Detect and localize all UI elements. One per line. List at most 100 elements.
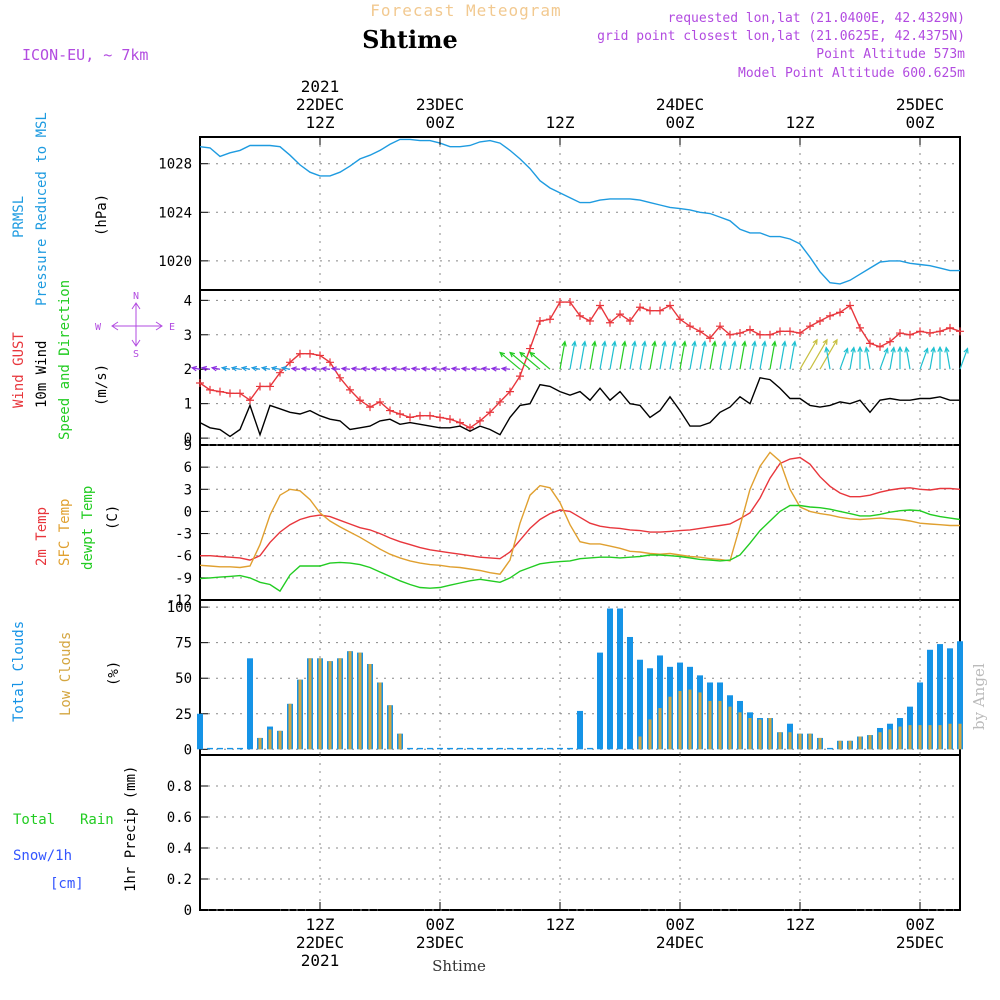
wind-speed-dir-label: Speed and Direction — [57, 280, 73, 440]
gust-point-marker — [226, 389, 234, 398]
y-tick-label: -3 — [175, 527, 192, 543]
y-tick-label: 1020 — [158, 254, 192, 270]
series-line-10m-wind — [199, 377, 960, 438]
gust-point-marker — [626, 317, 634, 325]
wind-arrow-head — [190, 365, 198, 372]
low-cloud-bar — [668, 696, 672, 750]
wind-arrow — [929, 347, 935, 370]
gust-point-marker — [666, 301, 674, 310]
total-cloud-bar — [477, 747, 483, 750]
y-tick-label: 0 — [184, 431, 192, 447]
gust-point-marker — [526, 344, 534, 353]
low-cloud-bar — [838, 740, 842, 750]
panel-frame-0 — [199, 136, 961, 291]
gust-label: Wind GUST — [11, 332, 27, 408]
wind-arrow-head — [340, 366, 347, 372]
total-cloud-bar — [237, 747, 243, 750]
gust-point-marker — [536, 317, 544, 325]
panel-frame-4 — [199, 754, 961, 911]
bottom-axis-hour: 00Z — [426, 915, 455, 934]
y-tick-label: 25 — [175, 707, 192, 723]
gust-point-marker — [546, 315, 554, 324]
wind-arrow-head — [761, 340, 767, 347]
wind-arrow-head — [410, 366, 417, 372]
gust-point-marker — [366, 403, 374, 412]
wind-arrow-head — [897, 345, 903, 352]
bottom-axis-hour: 12Z — [306, 915, 335, 934]
gust-point-marker — [496, 397, 504, 406]
top-axis-hour: 00Z — [906, 113, 935, 132]
wind-arrow — [819, 339, 838, 370]
wind-arrow — [739, 341, 746, 370]
bottom-axis-hour: 12Z — [786, 915, 815, 934]
wind-arrow-head — [701, 340, 707, 347]
low-cloud-bar — [378, 682, 382, 750]
point-altitude: Point Altitude 573m — [816, 47, 965, 62]
credit-watermark: by Angel — [970, 663, 988, 730]
top-axis-hour: 12Z — [786, 113, 815, 132]
gust-point-marker — [636, 303, 644, 312]
precip-total-label: Total — [13, 812, 55, 828]
clouds-unit: (%) — [106, 661, 122, 686]
gust-point-marker — [206, 385, 214, 394]
total-cloud-bar — [547, 747, 553, 750]
gust-point-marker — [706, 334, 714, 343]
gust-point-marker — [736, 329, 744, 338]
wind-arrow-head — [883, 347, 889, 354]
wind-arrow-head — [500, 366, 507, 372]
wind-unit: (m/s) — [94, 364, 110, 406]
low-cloud-bar — [398, 733, 402, 750]
gust-point-marker — [876, 342, 884, 351]
y-tick-label: 0 — [184, 504, 192, 520]
wind-arrow — [609, 341, 616, 370]
wind-arrow — [879, 348, 889, 370]
total-cloud-bar — [497, 747, 503, 750]
gust-point-marker — [286, 358, 294, 367]
total-cloud-bar — [597, 652, 603, 750]
wind-arrow — [799, 339, 818, 370]
gust-point-marker — [606, 318, 614, 327]
wind-arrow-head — [661, 340, 667, 347]
wind-arrow-head — [963, 347, 969, 354]
total-cloud-bar — [227, 747, 233, 750]
low-cloud-bar — [298, 679, 302, 750]
precip-rain-label: Rain — [80, 812, 114, 828]
y-tick-label: -9 — [175, 571, 192, 587]
wind-arrow-head — [290, 366, 297, 372]
y-tick-label: 1 — [184, 397, 192, 413]
precip-snow-label: Snow/1h — [13, 848, 72, 864]
wind-arrow-head — [350, 366, 357, 372]
low-clouds-label: Low Clouds — [58, 632, 74, 716]
wind-arrow-head — [591, 340, 597, 347]
wind-arrow-head — [721, 340, 727, 347]
gust-point-marker — [816, 317, 824, 325]
wind-arrow-head — [220, 365, 228, 372]
wind-arrow-head — [843, 347, 849, 354]
gust-point-marker — [916, 327, 924, 336]
bottom-axis-date: 24DEC — [656, 933, 704, 952]
model-altitude: Model Point Altitude 600.625m — [738, 66, 965, 81]
wind-arrow — [749, 341, 756, 370]
gust-point-marker — [926, 329, 934, 338]
total-cloud-bar — [957, 641, 963, 750]
gust-point-marker — [486, 408, 494, 417]
low-cloud-bar — [798, 733, 802, 750]
low-cloud-bar — [938, 725, 942, 750]
gust-point-marker — [566, 298, 574, 307]
gust-point-marker — [246, 396, 254, 405]
series-line-prmsl — [199, 138, 960, 285]
wind-arrow-head — [280, 365, 288, 372]
wind-arrow-head — [781, 340, 787, 347]
wind-arrow-head — [470, 366, 477, 372]
wind-arrow-head — [260, 365, 268, 372]
wind-arrow — [779, 341, 786, 370]
gust-point-marker — [716, 322, 724, 331]
wind-arrow-head — [230, 365, 238, 372]
total-cloud-bar — [827, 747, 833, 750]
y-tick-label: -6 — [175, 549, 192, 565]
low-cloud-bar — [348, 651, 352, 750]
total-cloud-bar — [447, 747, 453, 750]
total-cloud-bar — [457, 747, 463, 750]
gust-point-marker — [506, 387, 514, 396]
